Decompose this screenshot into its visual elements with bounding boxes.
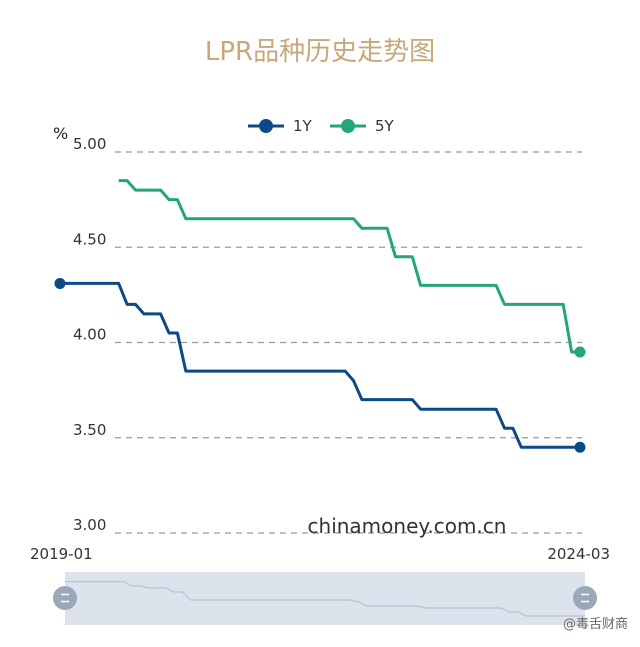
legend-item-1y[interactable]: 1Y — [248, 117, 313, 135]
watermark: chinamoney.com.cn — [308, 514, 507, 538]
y-tick-label: 3.00 — [73, 516, 106, 534]
grid — [115, 151, 582, 534]
legend-item-5y[interactable]: 5Y — [330, 117, 395, 135]
y-axis-ticks: 5.00 4.50 4.00 3.50 3.00 — [73, 135, 106, 534]
legend-5y-label: 5Y — [375, 117, 395, 135]
y-axis-unit: % — [53, 124, 68, 143]
legend[interactable]: 1Y 5Y — [248, 117, 395, 135]
y-tick-label: 3.50 — [73, 421, 106, 439]
slider-handle-left-knob[interactable] — [53, 586, 77, 610]
range-end-label: 2024-03 — [547, 545, 610, 563]
series-5y-line — [118, 179, 580, 354]
slider-handle-right[interactable] — [573, 586, 597, 610]
series-5y-end-point[interactable] — [574, 346, 586, 358]
slider-handle-left[interactable] — [53, 586, 77, 610]
slider-handle-right-knob[interactable] — [573, 586, 597, 610]
legend-1y-marker — [259, 119, 273, 133]
credit-watermark: @毒舌财商 — [563, 617, 628, 632]
data-zoom-slider[interactable] — [53, 572, 597, 625]
series-1y-start-point[interactable] — [54, 277, 66, 289]
series-1y-end-point[interactable] — [574, 441, 586, 453]
y-tick-label: 4.50 — [73, 230, 106, 248]
slider-track[interactable] — [65, 572, 585, 625]
chart-title: LPR品种历史走势图 — [205, 37, 435, 67]
y-tick-label: 5.00 — [73, 135, 106, 153]
y-tick-label: 4.00 — [73, 326, 106, 344]
series-layer — [54, 179, 586, 453]
legend-5y-marker — [341, 119, 355, 133]
slider-preview-line — [65, 581, 585, 617]
series-1y-line — [60, 281, 580, 449]
legend-1y-label: 1Y — [293, 117, 313, 135]
range-start-label: 2019-01 — [30, 545, 93, 563]
